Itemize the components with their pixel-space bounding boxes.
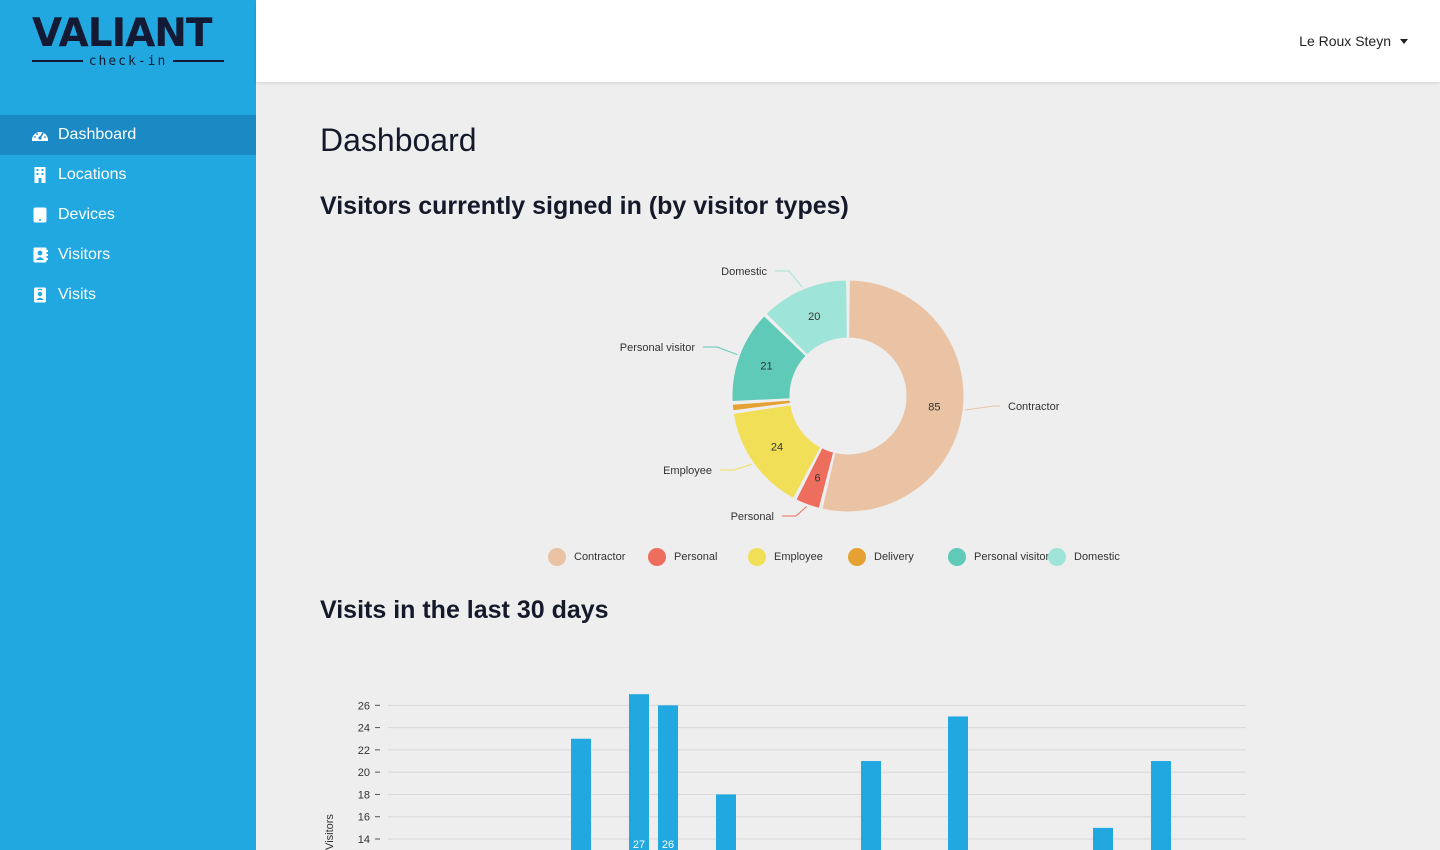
donut-category-label: Contractor [1008, 401, 1060, 413]
donut-value-label: 24 [771, 441, 783, 453]
legend-item-domestic[interactable]: Domestic [1048, 548, 1120, 566]
donut-chart-svg: 85 Contractor 6 Personal 24 Employee 21 Persona… [620, 266, 1060, 523]
y-axis-label: Visitors [324, 814, 336, 850]
donut-slice-personal-visitor[interactable] [731, 315, 807, 403]
bar[interactable] [571, 738, 591, 850]
sidebar: VALIANT check-in Dashboard Locations Dev… [0, 0, 256, 850]
legend-label: Personal [674, 551, 718, 563]
legend-item-employee[interactable]: Employee [748, 548, 823, 566]
bar[interactable] [658, 705, 678, 850]
sidebar-item-label: Devices [58, 206, 115, 223]
donut-slice-personal[interactable] [795, 447, 835, 509]
donut-slice-contractor[interactable] [821, 279, 965, 513]
y-tick-label: 18 [358, 789, 370, 801]
bar[interactable] [1093, 827, 1113, 850]
donut-value-label: 6 [814, 472, 820, 484]
section-title-visitor-types: Visitors currently signed in (by visitor… [320, 192, 849, 220]
user-menu-dropdown[interactable]: Le Roux Steyn [1299, 33, 1408, 49]
sidebar-nav: Dashboard Locations Devices Visitors Vis… [0, 115, 256, 315]
dashboard-icon [31, 126, 49, 144]
caret-down-icon [1400, 38, 1408, 44]
donut-leader-line [775, 270, 803, 288]
logo-line-right [173, 60, 224, 62]
bar-chart: 14 16 18 20 22 24 26 Visitors 27 26 [320, 680, 1374, 850]
legend-swatch [648, 548, 666, 566]
donut-leader-line [965, 405, 1000, 411]
legend-label: Contractor [574, 551, 626, 563]
address-book-icon [31, 246, 49, 264]
page-title: Dashboard [320, 122, 477, 158]
donut-category-label: Personal [731, 511, 774, 523]
sidebar-item-label: Visitors [58, 246, 111, 263]
donut-chart: 85 Contractor 6 Personal 24 Employee 21 Persona… [560, 250, 1140, 540]
donut-value-label: 85 [928, 401, 940, 413]
logo-subtext: check-in [88, 53, 168, 69]
user-name: Le Roux Steyn [1299, 33, 1391, 49]
sidebar-item-label: Locations [58, 166, 127, 183]
top-bar: Le Roux Steyn [256, 0, 1440, 82]
bar[interactable] [716, 794, 736, 850]
y-tick-label: 14 [358, 834, 370, 846]
donut-leader-line [720, 463, 752, 471]
legend-label: Delivery [874, 551, 914, 563]
legend-item-contractor[interactable]: Contractor [548, 548, 625, 566]
donut-slice-employee[interactable] [732, 404, 822, 500]
bar[interactable] [1151, 761, 1171, 850]
donut-slice-delivery[interactable] [731, 399, 792, 412]
id-badge-icon [31, 286, 49, 304]
sidebar-item-label: Dashboard [58, 126, 137, 143]
donut-slice-domestic[interactable] [765, 279, 848, 356]
donut-category-label: Personal visitor [620, 342, 696, 354]
sidebar-item-dashboard[interactable]: Dashboard [0, 115, 256, 155]
bar[interactable] [861, 761, 881, 850]
donut-value-label: 20 [808, 311, 820, 323]
section-title-visits-30-days: Visits in the last 30 days [320, 596, 609, 624]
bar[interactable] [629, 694, 649, 850]
valiant-logo[interactable]: VALIANT check-in [32, 14, 224, 70]
legend-swatch [748, 548, 766, 566]
legend-swatch [848, 548, 866, 566]
bar-chart-svg: 14 16 18 20 22 24 26 Visitors 27 26 [324, 694, 1374, 850]
legend-item-personal[interactable]: Personal [648, 548, 717, 566]
donut-category-label: Domestic [721, 266, 767, 278]
sidebar-item-devices[interactable]: Devices [0, 195, 256, 235]
sidebar-item-visits[interactable]: Visits [0, 275, 256, 315]
legend-item-delivery[interactable]: Delivery [848, 548, 914, 566]
sidebar-item-label: Visits [58, 286, 96, 303]
legend-label: Domestic [1074, 551, 1120, 563]
y-tick-label: 20 [358, 767, 370, 779]
donut-leader-line [782, 506, 807, 517]
bar-value-label: 27 [633, 839, 645, 850]
y-tick-label: 26 [358, 700, 370, 712]
bar[interactable] [948, 716, 968, 850]
y-tick-label: 22 [358, 745, 370, 757]
y-tick-label: 16 [358, 812, 370, 824]
chart-legend: Contractor Personal Employee Delivery Person… [548, 548, 1148, 570]
logo-text: VALIANT [32, 11, 213, 56]
legend-item-personal-visitor[interactable]: Personal visitor [948, 548, 1049, 566]
legend-swatch [1048, 548, 1066, 566]
donut-category-label: Employee [663, 465, 712, 477]
building-icon [31, 166, 49, 184]
bar-value-label: 26 [662, 839, 674, 850]
tablet-icon [31, 206, 49, 224]
legend-label: Personal visitor [974, 551, 1050, 563]
sidebar-item-locations[interactable]: Locations [0, 155, 256, 195]
donut-value-label: 21 [760, 361, 772, 373]
logo-line-left [32, 60, 83, 62]
legend-swatch [948, 548, 966, 566]
y-tick-label: 24 [358, 723, 370, 735]
donut-leader-line [703, 346, 738, 356]
legend-label: Employee [774, 551, 823, 563]
legend-swatch [548, 548, 566, 566]
logo-sub-row: check-in [32, 53, 224, 69]
sidebar-item-visitors[interactable]: Visitors [0, 235, 256, 275]
